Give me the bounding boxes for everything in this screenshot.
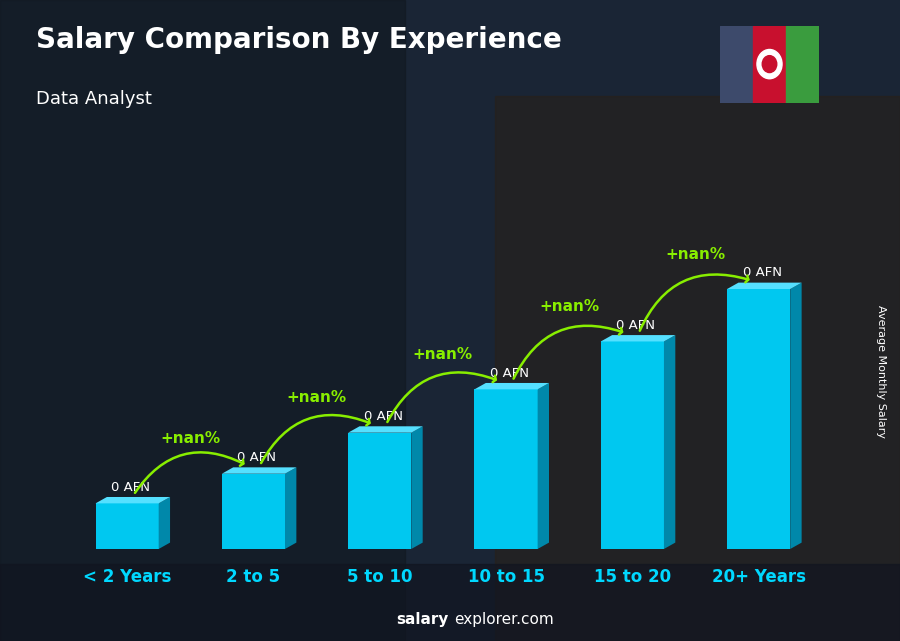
Polygon shape — [664, 335, 675, 549]
Polygon shape — [790, 283, 802, 549]
Polygon shape — [348, 433, 411, 549]
Polygon shape — [601, 342, 664, 549]
Text: Salary Comparison By Experience: Salary Comparison By Experience — [36, 26, 562, 54]
Text: +nan%: +nan% — [413, 347, 473, 362]
Bar — [753, 26, 786, 103]
Polygon shape — [537, 383, 549, 549]
Polygon shape — [727, 289, 790, 549]
Text: 0 AFN: 0 AFN — [364, 410, 402, 423]
Bar — [786, 26, 819, 103]
Polygon shape — [474, 389, 537, 549]
Text: explorer.com: explorer.com — [454, 612, 554, 627]
Polygon shape — [95, 503, 158, 549]
Polygon shape — [474, 383, 549, 389]
Text: +nan%: +nan% — [539, 299, 599, 314]
Polygon shape — [285, 467, 296, 549]
Text: +nan%: +nan% — [665, 247, 725, 262]
Bar — [720, 26, 753, 103]
Polygon shape — [411, 426, 423, 549]
Text: 0 AFN: 0 AFN — [742, 267, 781, 279]
Polygon shape — [348, 426, 423, 433]
Text: +nan%: +nan% — [286, 390, 346, 405]
Polygon shape — [601, 335, 675, 342]
Polygon shape — [95, 497, 170, 503]
Polygon shape — [727, 283, 802, 289]
Text: Average Monthly Salary: Average Monthly Salary — [877, 305, 886, 438]
Bar — [495, 96, 900, 641]
Bar — [0, 0, 405, 641]
Text: salary: salary — [396, 612, 448, 627]
Text: 0 AFN: 0 AFN — [616, 319, 655, 332]
Text: 0 AFN: 0 AFN — [238, 451, 276, 464]
Polygon shape — [221, 474, 285, 549]
Polygon shape — [221, 467, 296, 474]
Text: 0 AFN: 0 AFN — [490, 367, 529, 379]
Text: +nan%: +nan% — [160, 431, 220, 446]
Bar — [0, 564, 900, 641]
Text: Data Analyst: Data Analyst — [36, 90, 152, 108]
Text: 0 AFN: 0 AFN — [111, 481, 150, 494]
Polygon shape — [158, 497, 170, 549]
Circle shape — [757, 49, 782, 79]
Circle shape — [762, 56, 777, 72]
